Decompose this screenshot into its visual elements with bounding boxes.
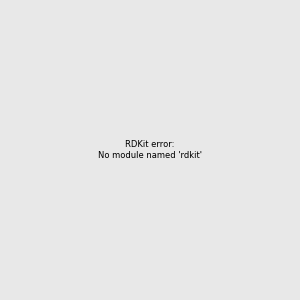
Text: RDKit error:
No module named 'rdkit': RDKit error: No module named 'rdkit' <box>98 140 202 160</box>
